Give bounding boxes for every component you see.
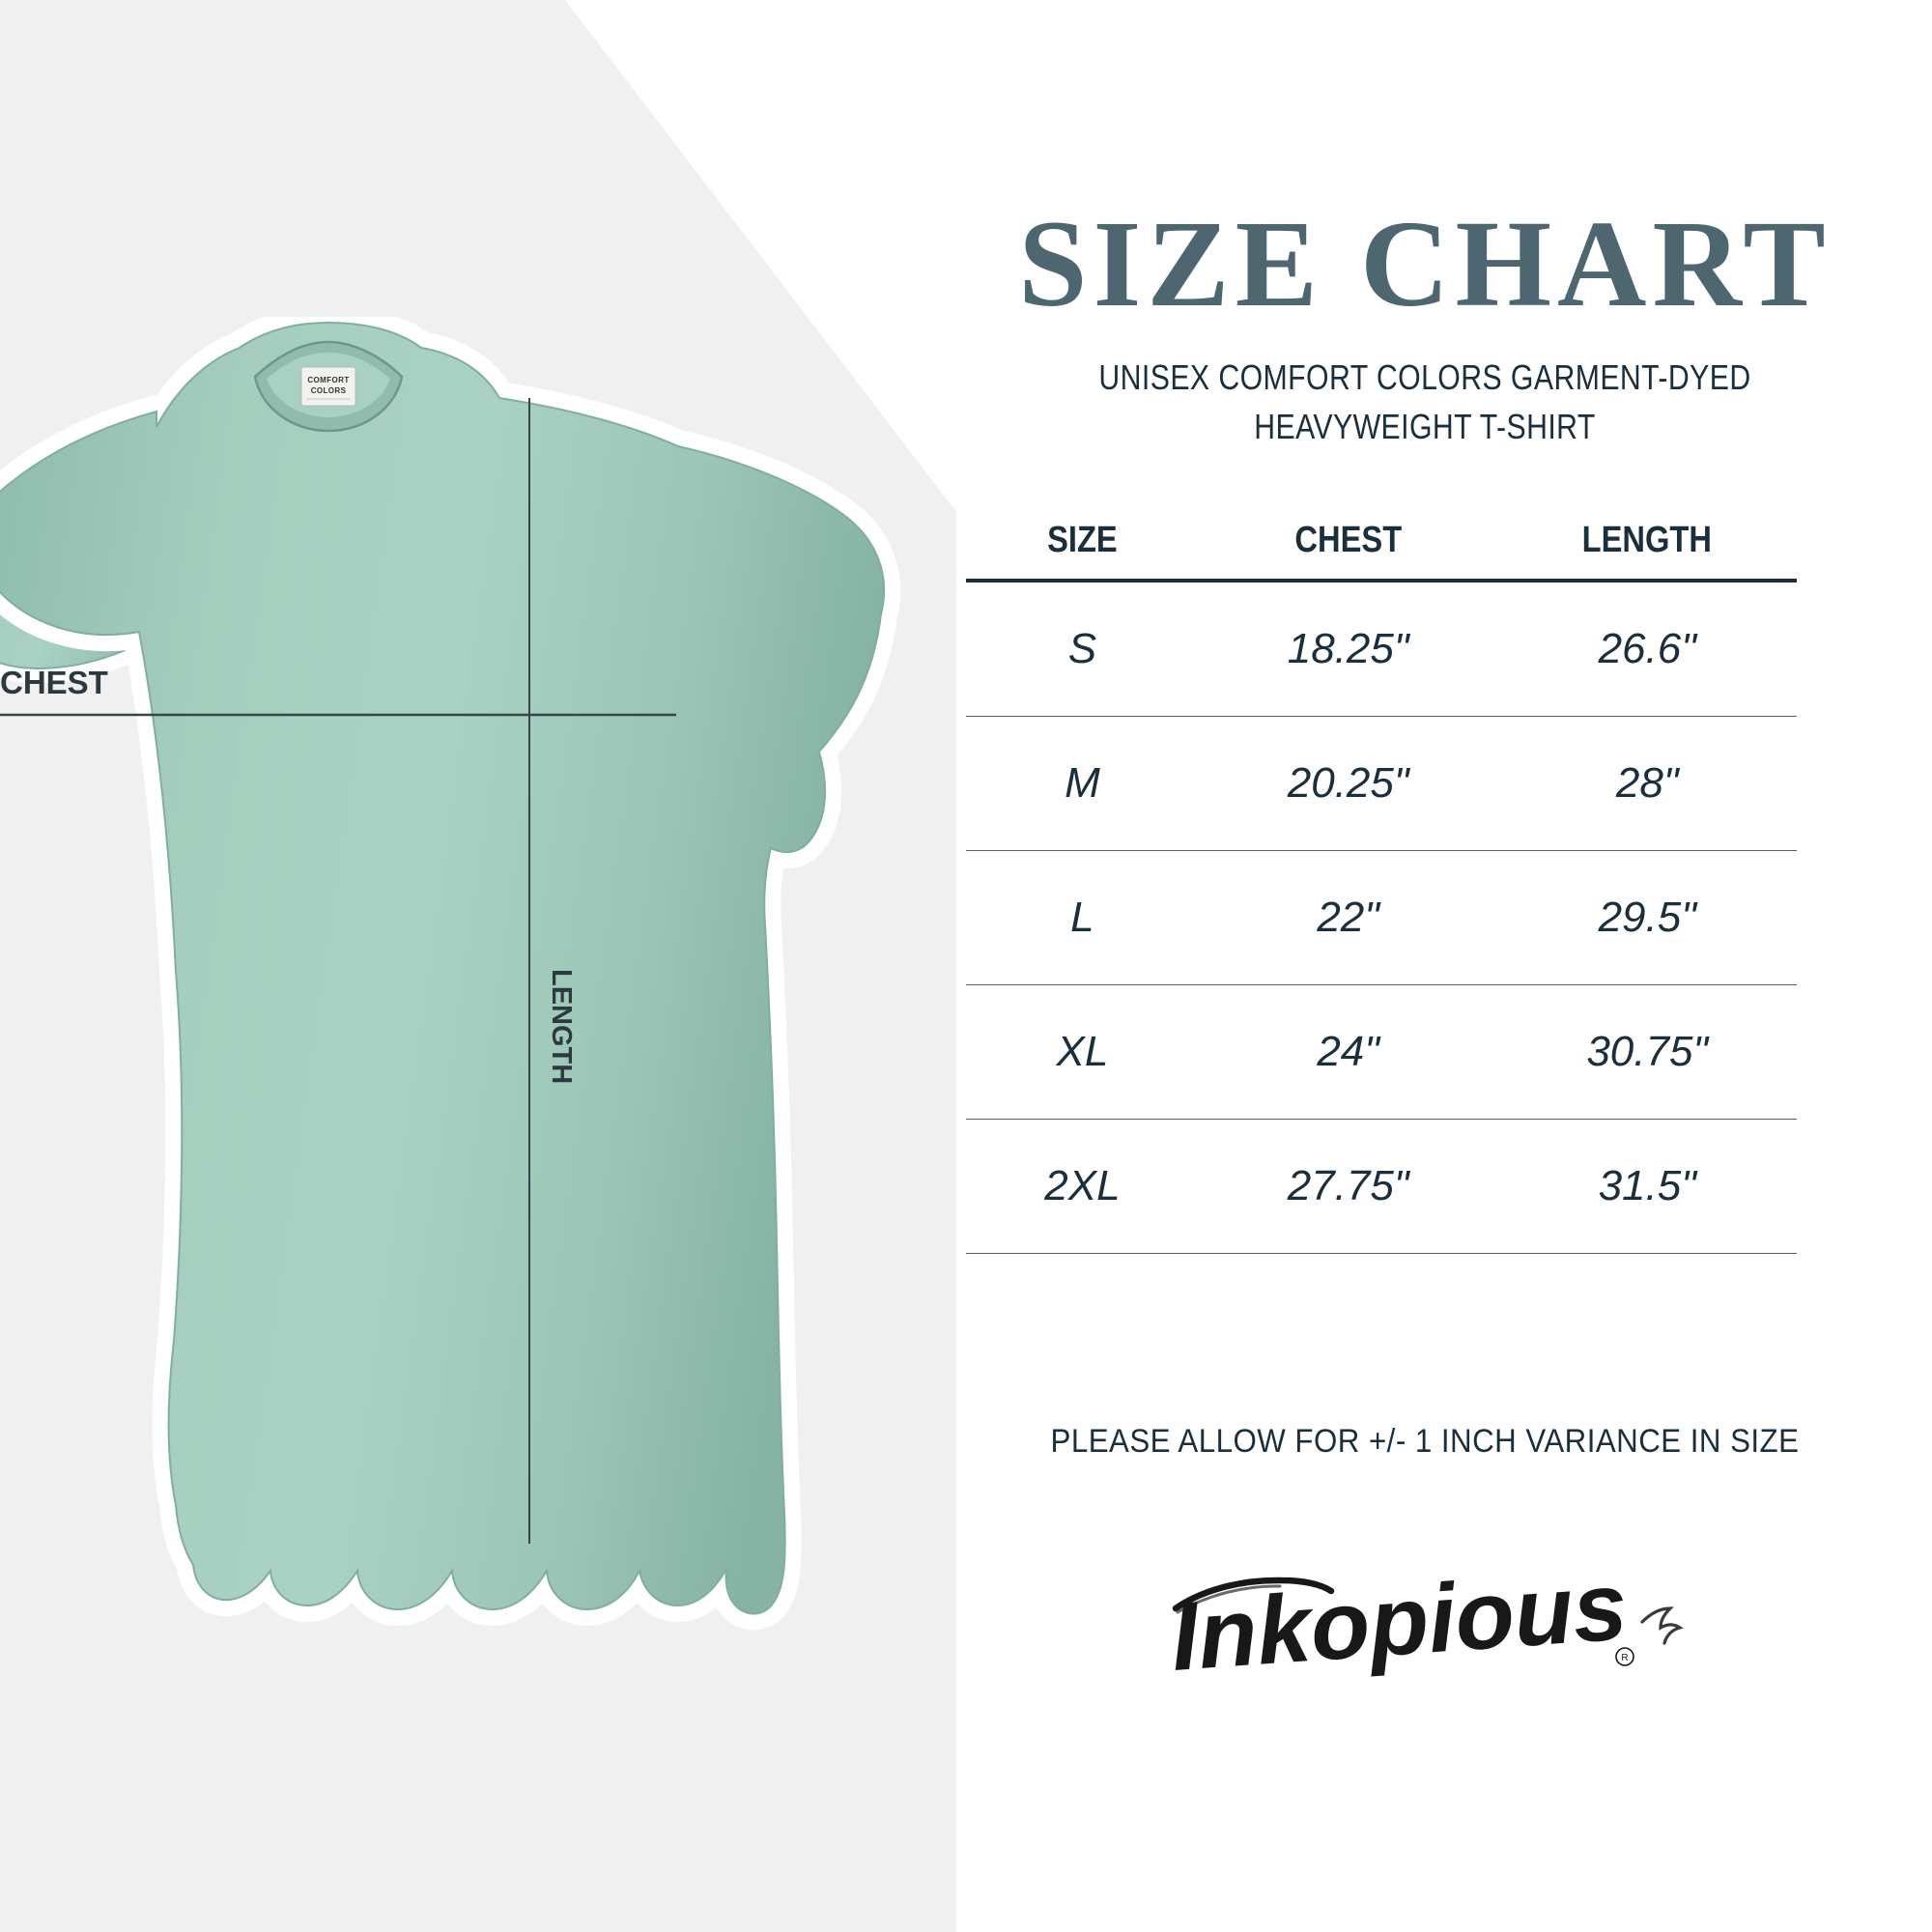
svg-text:COMFORT: COMFORT bbox=[307, 376, 349, 384]
svg-text:Inkopious: Inkopious bbox=[1168, 1552, 1631, 1691]
svg-text:R: R bbox=[1621, 1653, 1628, 1663]
svg-text:LENGTH: LENGTH bbox=[546, 969, 577, 1084]
svg-text:COLORS: COLORS bbox=[311, 386, 347, 395]
svg-text:CHEST: CHEST bbox=[0, 665, 108, 700]
